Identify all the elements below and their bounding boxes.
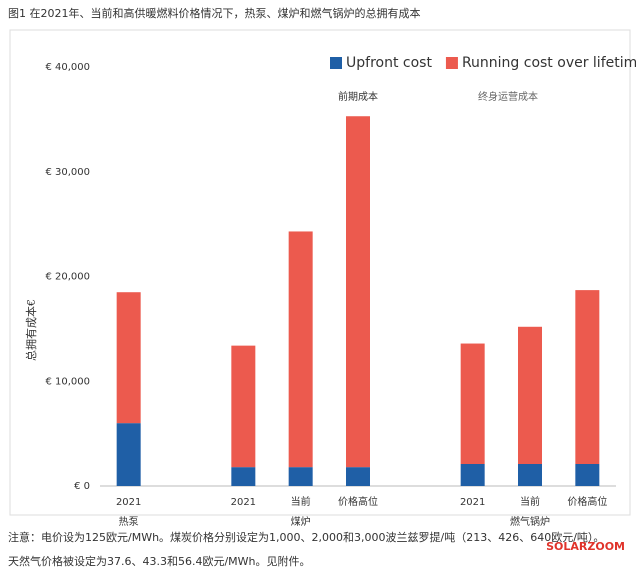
chart-frame [9, 29, 631, 516]
bar-segment [460, 464, 485, 486]
x-tick-label: 2021 [460, 497, 485, 508]
y-axis-label: 总拥有成本€ [24, 299, 38, 361]
y-tick-label: € 30,000 [45, 167, 90, 178]
legend-label: Running cost over lifetime [462, 55, 636, 71]
bar-segment [231, 345, 256, 468]
bar-segment [288, 231, 313, 468]
bar-segment [116, 423, 141, 486]
bar-segment [231, 467, 256, 486]
bar-segment [460, 343, 485, 465]
bar-segment [518, 326, 542, 465]
x-tick-label: 当前 [291, 495, 311, 508]
bar-segment [346, 467, 370, 486]
bar-segment [346, 116, 370, 468]
note: 天然气价格被设定为37.6、43.3和56.4欧元/MWh。见附件。 [8, 554, 311, 568]
legend-swatch [330, 57, 342, 69]
y-tick-label: € 0 [74, 481, 90, 492]
bar-segment [288, 467, 313, 486]
x-tick-label: 2021 [231, 497, 256, 508]
bar-segment [575, 290, 600, 465]
bar-segment [575, 464, 600, 486]
chart-title: 图1 在2021年、当前和高供暖燃料价格情况下，热泵、煤炉和燃气锅炉的总拥有成本 [8, 6, 421, 20]
group-label: 热泵 [119, 515, 139, 528]
x-tick-label: 当前 [520, 495, 540, 508]
y-tick-label: € 10,000 [45, 376, 90, 387]
watermark: SOLARZOOM [546, 540, 625, 553]
legend-label: Upfront cost [346, 55, 432, 71]
annotation: 前期成本 [338, 90, 378, 103]
note: 注意：电价设为125欧元/MWh。煤炭价格分别设定为1,000、2,000和3,… [8, 530, 604, 544]
group-label: 煤炉 [291, 515, 311, 528]
legend-swatch [445, 57, 458, 69]
y-tick-label: € 20,000 [45, 272, 90, 283]
bar-segment [116, 292, 141, 424]
bar-segment [518, 464, 542, 486]
group-label: 燃气锅炉 [510, 515, 550, 528]
x-tick-label: 价格高位 [338, 495, 378, 508]
x-tick-label: 2021 [116, 497, 141, 508]
y-tick-label: € 40,000 [45, 62, 90, 73]
x-tick-label: 价格高位 [567, 495, 607, 508]
annotation: 终身运营成本 [478, 90, 538, 103]
